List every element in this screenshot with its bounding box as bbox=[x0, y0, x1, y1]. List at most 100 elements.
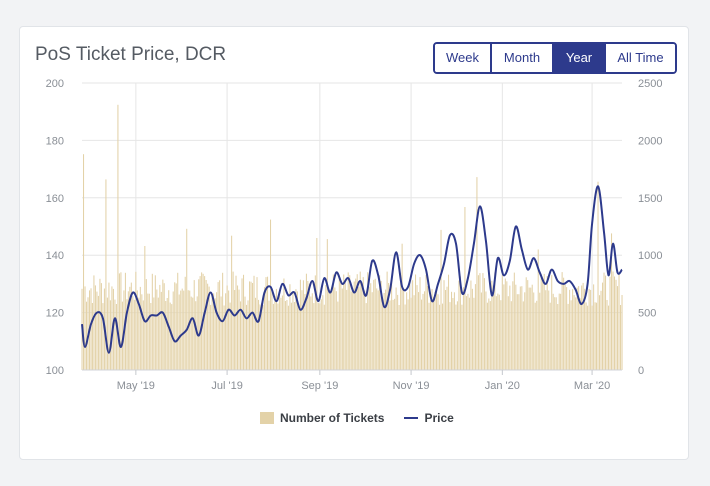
ticket-bar bbox=[489, 301, 491, 370]
ticket-bar bbox=[437, 294, 439, 370]
ticket-bar bbox=[510, 301, 512, 370]
ticket-bar bbox=[522, 301, 524, 370]
x-tick-label: Mar '20 bbox=[574, 380, 610, 392]
ticket-bar bbox=[531, 284, 533, 370]
ticket-bar bbox=[473, 297, 475, 370]
ticket-bar bbox=[434, 291, 436, 370]
ticket-bar bbox=[91, 303, 93, 370]
ticket-bar bbox=[479, 273, 481, 370]
ticket-bar bbox=[317, 302, 319, 370]
ticket-bar bbox=[424, 291, 426, 370]
ticket-bar bbox=[500, 300, 502, 370]
ticket-bar bbox=[370, 283, 372, 370]
ticket-bar bbox=[162, 279, 164, 370]
x-tick-label: Sep '19 bbox=[301, 380, 338, 392]
ticket-bar bbox=[118, 273, 120, 370]
ticket-bar bbox=[207, 283, 209, 370]
ticket-bar bbox=[310, 296, 312, 370]
ticket-bar bbox=[314, 275, 316, 370]
legend-tickets-swatch[interactable] bbox=[260, 412, 274, 424]
ticket-bar bbox=[199, 276, 201, 370]
ticket-bar bbox=[403, 288, 405, 370]
y-left-tick-label: 200 bbox=[46, 78, 64, 90]
ticket-bar bbox=[114, 299, 116, 370]
ticket-bar bbox=[258, 299, 260, 370]
ticket-bar bbox=[210, 304, 212, 370]
ticket-bar bbox=[283, 278, 285, 370]
ticket-bar bbox=[600, 290, 602, 370]
ticket-bar bbox=[352, 288, 354, 370]
ticket-bar bbox=[554, 297, 556, 370]
ticket-bar bbox=[281, 295, 283, 370]
ticket-bar bbox=[255, 297, 257, 370]
ticket-bar bbox=[175, 283, 177, 370]
y-right-tick-label: 1000 bbox=[638, 250, 662, 262]
ticket-bar bbox=[299, 279, 301, 370]
ticket-bar bbox=[497, 293, 499, 370]
ticket-bar bbox=[168, 290, 170, 370]
ticket-bar bbox=[159, 284, 161, 370]
legend-tickets-label[interactable]: Number of Tickets bbox=[280, 411, 385, 425]
ticket-bar bbox=[425, 274, 427, 370]
ticket-bar bbox=[398, 305, 400, 370]
ticket-bar bbox=[334, 287, 336, 370]
ticket-bar bbox=[440, 229, 442, 370]
y-right-tick-label: 500 bbox=[638, 308, 656, 320]
ticket-bar bbox=[459, 276, 461, 370]
ticket-bar bbox=[394, 298, 396, 370]
ticket-bar bbox=[504, 278, 506, 370]
price-line-group bbox=[81, 185, 623, 354]
ticket-bar bbox=[237, 285, 239, 370]
ticket-bar bbox=[183, 290, 185, 370]
ticket-bar bbox=[190, 296, 192, 370]
ticket-bar bbox=[552, 293, 554, 370]
range-button-year[interactable]: Year bbox=[554, 44, 606, 72]
ticket-bar bbox=[582, 282, 584, 370]
ticket-bar bbox=[325, 285, 327, 370]
ticket-bar bbox=[442, 303, 444, 370]
ticket-bar bbox=[272, 303, 274, 370]
ticket-bar bbox=[545, 290, 547, 370]
ticket-bar bbox=[477, 275, 479, 370]
range-button-week[interactable]: Week bbox=[435, 44, 492, 72]
ticket-bar bbox=[597, 181, 599, 370]
ticket-bar bbox=[311, 293, 313, 370]
ticket-bar bbox=[416, 285, 418, 370]
ticket-bar bbox=[621, 295, 623, 370]
ticket-bar bbox=[409, 283, 411, 370]
ticket-bar bbox=[443, 280, 445, 370]
ticket-bar bbox=[389, 300, 391, 370]
ticket-bar bbox=[246, 304, 248, 370]
ticket-bar bbox=[400, 272, 402, 370]
ticket-bar bbox=[395, 287, 397, 370]
legend-price-label[interactable]: Price bbox=[424, 411, 454, 425]
ticket-bar bbox=[561, 272, 563, 370]
ticket-bar bbox=[177, 272, 179, 370]
ticket-bar bbox=[166, 298, 168, 370]
ticket-bar bbox=[349, 275, 351, 370]
ticket-bar bbox=[262, 305, 264, 370]
ticket-bar bbox=[415, 274, 417, 370]
range-button-all-time[interactable]: All Time bbox=[606, 44, 675, 72]
ticket-bar bbox=[448, 274, 450, 370]
ticket-bar bbox=[488, 298, 490, 370]
legend-price-swatch[interactable] bbox=[404, 417, 419, 419]
ticket-bar bbox=[217, 282, 219, 370]
ticket-bar bbox=[220, 296, 222, 370]
ticket-bar bbox=[525, 277, 527, 370]
range-button-month[interactable]: Month bbox=[492, 44, 554, 72]
ticket-bar bbox=[534, 302, 536, 370]
ticket-bar bbox=[371, 292, 373, 370]
ticket-bar bbox=[368, 286, 370, 370]
ticket-bar bbox=[470, 280, 472, 370]
ticket-bar bbox=[567, 303, 569, 370]
ticket-bar bbox=[160, 291, 162, 370]
ticket-bar bbox=[201, 272, 203, 370]
ticket-bar bbox=[256, 277, 258, 370]
ticket-bar bbox=[105, 179, 107, 370]
ticket-bar bbox=[241, 278, 243, 370]
ticket-bar bbox=[181, 288, 183, 370]
ticket-bar bbox=[341, 288, 343, 370]
ticket-bar bbox=[141, 294, 143, 370]
y-axis-right: 0 500 1000 1500 2000 2500 bbox=[638, 78, 662, 377]
